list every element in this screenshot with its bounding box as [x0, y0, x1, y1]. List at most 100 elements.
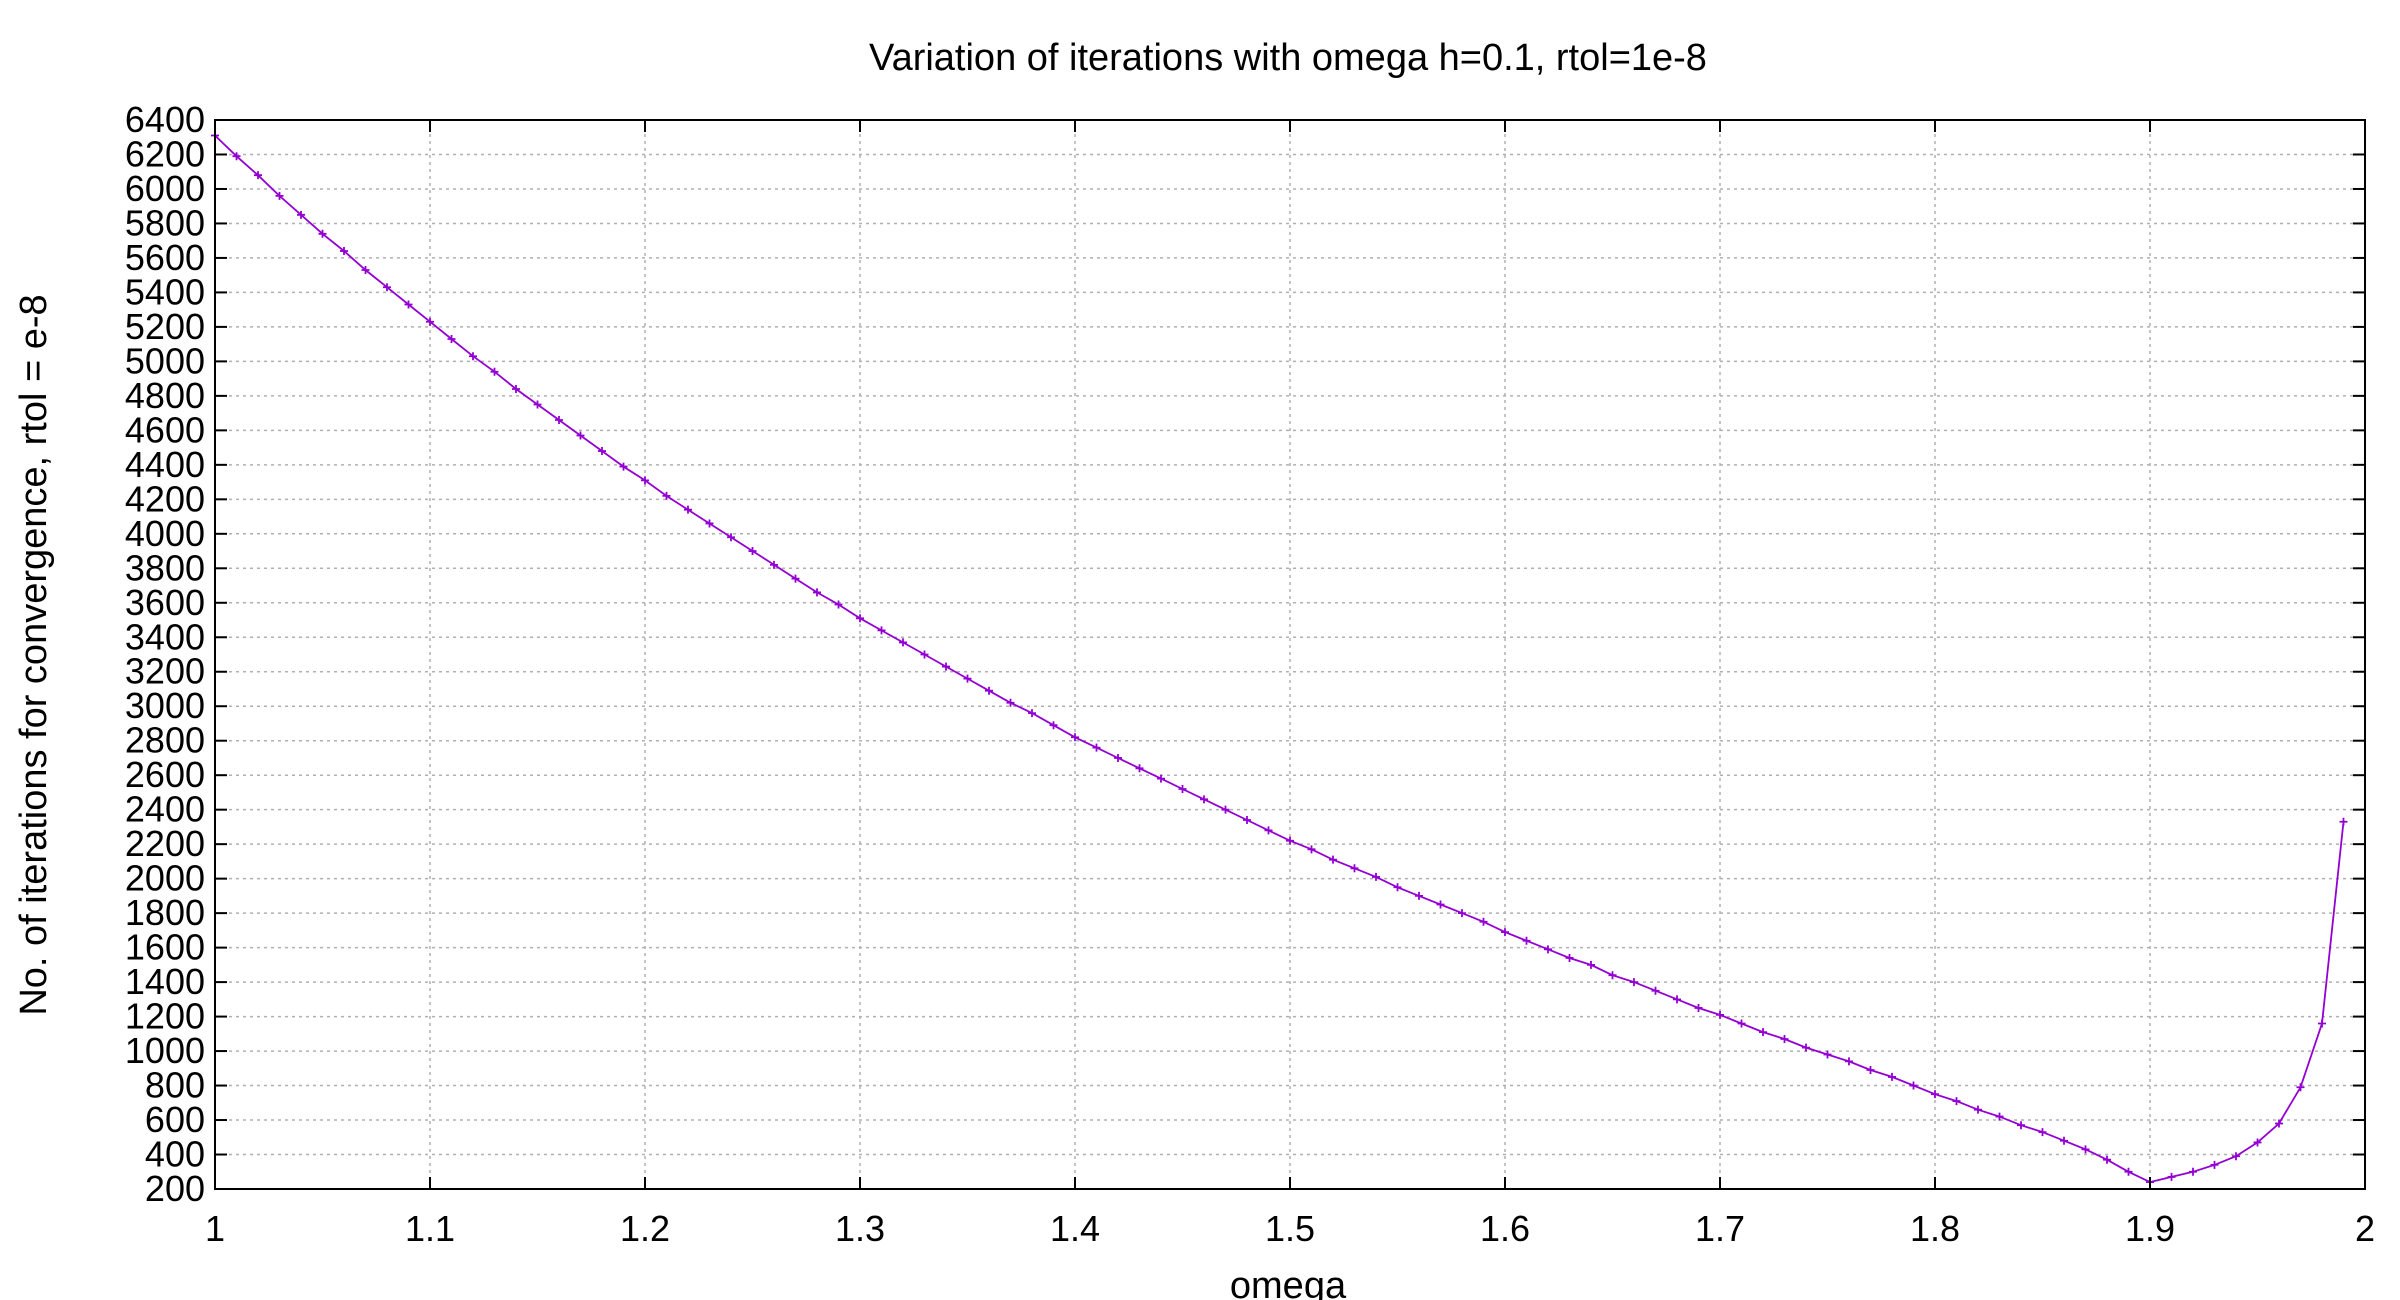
data-point-marker — [1587, 960, 1595, 969]
y-axis-ticks: 2004006008001000120014001600180020002200… — [125, 99, 2365, 1209]
data-point-marker — [1372, 872, 1380, 881]
data-point-marker — [1995, 1112, 2004, 1121]
data-point-marker — [469, 352, 477, 361]
y-tick-label: 400 — [145, 1134, 205, 1175]
data-point-marker — [813, 588, 821, 597]
data-point-marker — [748, 547, 757, 556]
y-tick-label: 4600 — [125, 409, 205, 450]
grid — [215, 120, 2365, 1189]
data-point-marker — [2318, 1019, 2326, 1028]
data-point-marker — [383, 283, 391, 292]
data-point-marker — [1974, 1105, 1982, 1114]
data-point-marker — [2339, 817, 2348, 826]
data-point-marker — [619, 462, 628, 471]
data-point-marker — [340, 247, 348, 256]
data-point-marker — [1759, 1028, 1767, 1037]
data-point-marker — [232, 152, 241, 161]
y-tick-label: 4800 — [125, 375, 205, 416]
data-point-marker — [2167, 1172, 2176, 1181]
data-point-marker — [877, 626, 886, 635]
data-point-marker — [1522, 936, 1531, 945]
data-point-marker — [598, 447, 606, 456]
data-point-marker — [1608, 971, 1617, 980]
data-point-marker — [555, 416, 563, 425]
data-point-marker — [490, 367, 499, 376]
data-point-marker — [297, 210, 305, 219]
data-point-marker — [361, 266, 370, 275]
x-axis-label: omega — [1230, 1265, 1347, 1300]
data-point-marker — [1931, 1090, 1939, 1099]
data-point-marker — [856, 614, 864, 623]
data-point-marker — [1479, 917, 1488, 926]
data-point-marker — [2017, 1121, 2025, 1130]
data-point-marker — [662, 491, 671, 500]
y-tick-label: 5000 — [125, 340, 205, 381]
x-tick-label: 1.8 — [1910, 1208, 1960, 1249]
data-point-marker — [2210, 1160, 2219, 1169]
data-point-marker — [1845, 1057, 1853, 1066]
data-point-marker — [1114, 753, 1122, 762]
data-point-marker — [641, 476, 649, 485]
x-tick-label: 1.2 — [620, 1208, 670, 1249]
data-point-marker — [2253, 1138, 2262, 1147]
y-tick-label: 4000 — [125, 513, 205, 554]
y-tick-label: 800 — [145, 1065, 205, 1106]
y-tick-label: 6200 — [125, 133, 205, 174]
data-point-marker — [1802, 1043, 1810, 1052]
x-tick-label: 2 — [2355, 1208, 2375, 1249]
data-point-marker — [2060, 1136, 2068, 1145]
x-tick-label: 1.9 — [2125, 1208, 2175, 1249]
data-point-marker — [1458, 909, 1466, 918]
data-point-marker — [1071, 733, 1079, 742]
data-point-marker — [1501, 928, 1509, 937]
x-axis-ticks: 1 1.1 1.2 1.3 1.4 1.5 1.6 1.7 1.8 1.9 2 — [205, 120, 2375, 1249]
y-tick-label: 4200 — [125, 478, 205, 519]
data-point-marker — [1952, 1097, 1961, 1106]
data-point-marker — [1694, 1003, 1703, 1012]
x-tick-label: 1 — [205, 1208, 225, 1249]
data-point-marker — [1264, 826, 1273, 835]
data-point-marker — [770, 560, 778, 569]
y-tick-label: 2000 — [125, 858, 205, 899]
data-point-marker — [1393, 883, 1402, 892]
data-point-marker — [426, 317, 434, 326]
x-tick-label: 1.1 — [405, 1208, 455, 1249]
data-point-marker — [1436, 900, 1445, 909]
y-tick-label: 5400 — [125, 271, 205, 312]
data-point-marker — [318, 229, 327, 238]
data-point-marker — [1092, 743, 1101, 752]
y-tick-label: 2200 — [125, 823, 205, 864]
data-point-marker — [404, 300, 413, 309]
y-tick-label: 5600 — [125, 237, 205, 278]
y-tick-label: 6000 — [125, 168, 205, 209]
data-point-marker — [1651, 986, 1660, 995]
data-point-marker — [985, 686, 993, 695]
data-point-marker — [1243, 816, 1251, 825]
data-point-marker — [2296, 1083, 2305, 1092]
x-tick-label: 1.6 — [1480, 1208, 1530, 1249]
data-point-marker — [684, 505, 692, 514]
y-tick-label: 5200 — [125, 306, 205, 347]
data-point-marker — [2081, 1145, 2090, 1154]
data-point-marker — [1909, 1081, 1918, 1090]
data-point-marker — [1028, 709, 1036, 718]
y-tick-label: 1200 — [125, 996, 205, 1037]
data-point-marker — [1329, 855, 1337, 864]
y-tick-label: 2800 — [125, 720, 205, 761]
data-point-marker — [1866, 1066, 1875, 1075]
data-point-marker — [705, 519, 714, 528]
data-point-marker — [791, 574, 800, 583]
data-point-marker — [2232, 1152, 2240, 1161]
data-point-marker — [1716, 1010, 1724, 1019]
data-point-marker — [1415, 891, 1423, 900]
series-line — [214, 134, 2345, 1184]
data-point-marker — [1307, 845, 1316, 854]
data-point-marker — [899, 638, 907, 647]
y-tick-label: 200 — [145, 1168, 205, 1209]
y-tick-label: 1600 — [125, 927, 205, 968]
y-tick-label: 3000 — [125, 685, 205, 726]
y-axis-label: No. of iterations for convergence, rtol … — [13, 294, 55, 1015]
data-point-marker — [727, 533, 735, 542]
